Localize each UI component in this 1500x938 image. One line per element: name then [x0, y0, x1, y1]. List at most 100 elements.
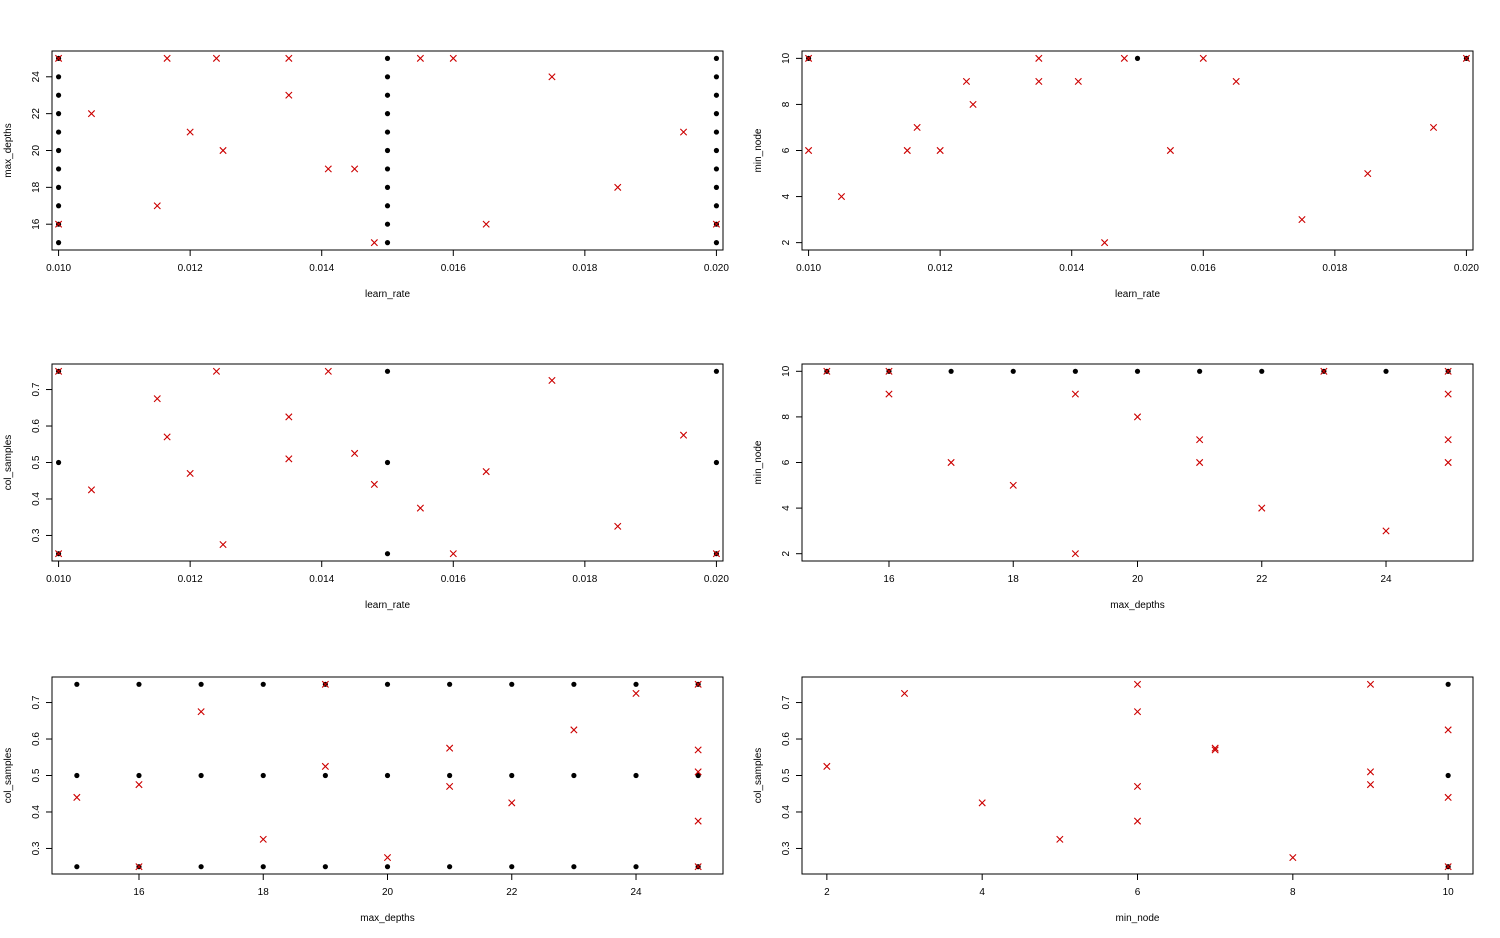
- grid-point: [447, 864, 453, 870]
- random-point: [1320, 367, 1328, 375]
- y-tick-label: 2: [781, 550, 792, 556]
- grid-point: [571, 681, 577, 687]
- random-point: [321, 762, 329, 770]
- grid-point: [713, 203, 720, 209]
- grid-point: [74, 864, 80, 870]
- panel-3: 0.010 0.012 0.014 0.016 0.018 0.020 0.3 0.4 0.5 0…: [3, 363, 729, 611]
- grid-point: [633, 864, 639, 870]
- x-tick-label: 4: [979, 887, 985, 898]
- random-point: [1035, 77, 1043, 85]
- x-tick-label: 0.020: [704, 574, 729, 585]
- x-tick-label: 16: [133, 887, 145, 898]
- y-tick-label: 18: [31, 181, 42, 193]
- x-tick-label: 24: [630, 887, 642, 898]
- y-tick-label: 4: [781, 193, 792, 199]
- random-point: [87, 110, 96, 118]
- random-point: [1196, 458, 1204, 467]
- grid-point: [198, 681, 204, 687]
- grid-point: [1197, 368, 1203, 374]
- random-point: [1232, 77, 1240, 85]
- random-point: [324, 367, 332, 375]
- random-point: [73, 793, 81, 801]
- random-point: [482, 220, 490, 228]
- random-point: [694, 746, 702, 754]
- grid-point: [713, 368, 720, 374]
- grid-point: [447, 681, 453, 687]
- x-tick-label: 22: [1256, 574, 1268, 585]
- grid-point: [695, 772, 701, 779]
- grid-point: [55, 129, 62, 135]
- grid-point: [633, 772, 639, 779]
- random-point: [823, 762, 831, 770]
- random-point: [900, 689, 909, 698]
- grid-point: [384, 111, 391, 117]
- random-point: [1444, 367, 1452, 375]
- y-tick-label: 0.6: [31, 419, 42, 433]
- random-point: [1133, 817, 1142, 825]
- x-tick-label: 20: [382, 887, 394, 898]
- random-point: [614, 522, 622, 530]
- x-axis-title: min_node: [1116, 913, 1160, 924]
- random-point: [1289, 853, 1297, 862]
- x-tick-label: 0.020: [1454, 263, 1479, 274]
- random-point: [1009, 481, 1017, 489]
- random-point: [632, 689, 640, 698]
- random-point: [1462, 54, 1471, 62]
- random-point: [163, 54, 171, 62]
- y-axis-title: col_samples: [3, 435, 14, 491]
- x-axis-title: max_depths: [1110, 600, 1164, 611]
- random-point: [1133, 680, 1142, 688]
- random-point: [1199, 54, 1207, 62]
- random-point: [913, 123, 921, 132]
- random-point: [186, 469, 194, 478]
- grid-point: [447, 772, 453, 779]
- random-point: [712, 220, 721, 228]
- x-tick-label: 0.018: [1322, 263, 1347, 274]
- y-tick-label: 0.5: [31, 768, 42, 782]
- grid-point: [198, 864, 204, 870]
- random-point: [54, 550, 63, 558]
- grid-point: [509, 681, 515, 687]
- random-point: [259, 835, 267, 843]
- x-tick-label: 8: [1290, 887, 1296, 898]
- y-tick-label: 10: [781, 52, 792, 64]
- random-point: [383, 853, 392, 862]
- random-point: [321, 680, 329, 688]
- x-tick-label: 0.012: [178, 574, 203, 585]
- random-point: [449, 550, 457, 558]
- random-point: [285, 413, 293, 421]
- grid-point: [713, 240, 720, 246]
- x-tick-label: 18: [1008, 574, 1020, 585]
- y-axis-title: min_node: [753, 440, 764, 484]
- random-point: [1298, 216, 1306, 224]
- random-point: [482, 468, 490, 476]
- random-point: [1120, 54, 1128, 62]
- grid-point: [1445, 772, 1451, 779]
- y-tick-label: 0.3: [31, 841, 42, 855]
- grid-point: [384, 129, 391, 135]
- grid-point: [713, 166, 720, 172]
- random-point: [694, 863, 702, 871]
- grid-point: [74, 681, 80, 687]
- grid-point: [55, 459, 62, 466]
- random-point: [694, 680, 702, 688]
- random-point: [694, 768, 702, 776]
- y-tick-label: 10: [781, 365, 792, 377]
- random-point: [54, 367, 63, 375]
- x-tick-label: 0.018: [572, 574, 597, 585]
- y-axis-title: min_node: [753, 128, 764, 172]
- random-point: [804, 146, 813, 155]
- grid-point: [509, 864, 515, 870]
- random-point: [508, 799, 516, 807]
- grid-point: [384, 551, 391, 557]
- random-point: [285, 91, 293, 99]
- y-tick-label: 2: [781, 239, 792, 245]
- random-point: [87, 486, 96, 494]
- random-point: [1166, 146, 1174, 155]
- grid-point: [384, 203, 391, 209]
- random-point: [804, 54, 813, 62]
- grid-point: [384, 368, 391, 374]
- grid-point: [55, 92, 62, 98]
- random-point: [679, 128, 688, 136]
